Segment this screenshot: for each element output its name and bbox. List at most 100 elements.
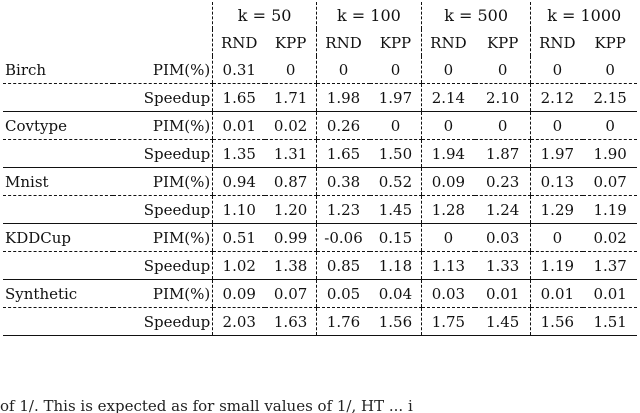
value-cell: 1.19: [530, 251, 584, 280]
value-cell: 0.13: [530, 167, 584, 196]
value-cell: 1.90: [583, 139, 637, 168]
dataset-name: [3, 83, 113, 112]
header-k-1000: k = 1000: [530, 2, 637, 29]
value-cell: 1.28: [420, 195, 475, 224]
value-cell: 1.18: [370, 251, 422, 280]
value-cell: 0.03: [474, 223, 531, 252]
header-rnd: RND: [212, 29, 266, 56]
header-rnd: RND: [530, 29, 584, 56]
value-cell: 1.10: [212, 195, 266, 224]
header-kpp: KPP: [274, 33, 307, 52]
value-cell: 0: [370, 56, 422, 84]
metric-name: PIM(%): [112, 111, 213, 140]
metric-name: Speedup: [112, 83, 213, 112]
table-row: Covtype PIM(%) 0.01 0.02 0.26 0 0 0 0 0: [3, 111, 637, 140]
metric-name: PIM(%): [112, 279, 213, 308]
value-cell: 1.20: [265, 195, 317, 224]
value-cell: 1.23: [315, 195, 371, 224]
dataset-name: [3, 195, 113, 224]
value-cell: 0.26: [315, 111, 371, 140]
value-cell: 0.02: [583, 223, 637, 252]
value-cell: 1.50: [370, 139, 422, 168]
value-cell: 1.71: [265, 83, 317, 112]
header-kpp: KPP: [379, 33, 412, 52]
value-cell: 0: [474, 111, 531, 140]
value-cell: 0.01: [583, 279, 637, 308]
value-cell: 0.31: [212, 56, 266, 84]
header-kpp: KPP: [594, 33, 626, 52]
value-cell: 0.07: [265, 279, 317, 308]
value-cell: 2.14: [420, 83, 475, 112]
value-cell: 0: [583, 111, 637, 140]
value-cell: 0: [530, 111, 584, 140]
table-row: Speedup 1.65 1.71 1.98 1.97 2.14 2.10 2.12 2.15: [3, 83, 637, 112]
value-cell: 0.15: [370, 223, 422, 252]
value-cell: 0: [420, 223, 475, 252]
value-cell: 1.33: [474, 251, 531, 280]
dataset-name: [3, 139, 113, 168]
value-cell: 0.04: [370, 279, 422, 308]
value-cell: 0.38: [315, 167, 371, 196]
value-cell: 0: [530, 56, 584, 84]
results-table: k = 50 k = 100 k = 500 k = 1000 RND KPP …: [3, 2, 637, 336]
metric-name: Speedup: [112, 195, 213, 224]
value-cell: 0.03: [420, 279, 475, 308]
value-cell: 0: [420, 111, 475, 140]
value-cell: 1.75: [420, 307, 475, 336]
value-cell: 2.15: [583, 83, 637, 112]
metric-name: PIM(%): [112, 56, 213, 84]
header-k-100: k = 100: [315, 2, 422, 29]
value-cell: 1.45: [370, 195, 422, 224]
value-cell: 1.56: [370, 307, 422, 336]
header-rnd: RND: [420, 29, 475, 56]
value-cell: 0: [474, 56, 531, 84]
value-cell: 0.09: [212, 279, 266, 308]
value-cell: 0.07: [583, 167, 637, 196]
metric-name: PIM(%): [112, 167, 213, 196]
header-k-50: k = 50: [212, 2, 317, 29]
metric-name: Speedup: [112, 251, 213, 280]
value-cell: 0.94: [212, 167, 266, 196]
header-k-500: k = 500: [420, 2, 531, 29]
table-row: Synthetic PIM(%) 0.09 0.07 0.05 0.04 0.03 0.01 0…: [3, 279, 637, 308]
dataset-name: Mnist: [3, 167, 113, 196]
value-cell: -0.06: [315, 223, 371, 252]
value-cell: 1.02: [212, 251, 266, 280]
table-body: Birch PIM(%) 0.31 0 0 0 0 0 0 0 Speedup 1.65 1.71 1.9…: [3, 56, 637, 336]
dataset-name: Birch: [3, 56, 113, 84]
value-cell: 0.01: [530, 279, 584, 308]
metric-name: PIM(%): [112, 223, 213, 252]
header-empty-2: [113, 2, 213, 29]
value-cell: 1.97: [370, 83, 422, 112]
value-cell: 1.97: [530, 139, 584, 168]
value-cell: 0: [420, 56, 475, 84]
value-cell: 1.65: [315, 139, 371, 168]
value-cell: 1.24: [474, 195, 531, 224]
value-cell: 0.52: [370, 167, 422, 196]
caption-text: of 1/. This is expected as for small val…: [0, 397, 413, 413]
header-kpp: KPP: [486, 33, 519, 52]
value-cell: 1.35: [212, 139, 266, 168]
table-row: Birch PIM(%) 0.31 0 0 0 0 0 0 0: [3, 56, 637, 84]
value-cell: 0: [370, 111, 422, 140]
value-cell: 1.13: [420, 251, 475, 280]
value-cell: 1.56: [530, 307, 584, 336]
dataset-name: KDDCup: [3, 223, 113, 252]
value-cell: 2.03: [212, 307, 266, 336]
value-cell: 0: [265, 56, 317, 84]
value-cell: 1.45: [474, 307, 531, 336]
value-cell: 2.12: [530, 83, 584, 112]
value-cell: 0.87: [265, 167, 317, 196]
header-row-method: RND KPP RND KPP RND KPP RND KPP: [3, 29, 637, 56]
dataset-name: Covtype: [3, 111, 113, 140]
value-cell: 1.63: [265, 307, 317, 336]
value-cell: 1.37: [583, 251, 637, 280]
value-cell: 1.94: [420, 139, 475, 168]
dataset-name: [3, 307, 113, 336]
value-cell: 1.19: [583, 195, 637, 224]
value-cell: 0.01: [212, 111, 266, 140]
value-cell: 0: [530, 223, 584, 252]
header-empty-3: [3, 29, 113, 56]
metric-name: Speedup: [112, 307, 213, 336]
